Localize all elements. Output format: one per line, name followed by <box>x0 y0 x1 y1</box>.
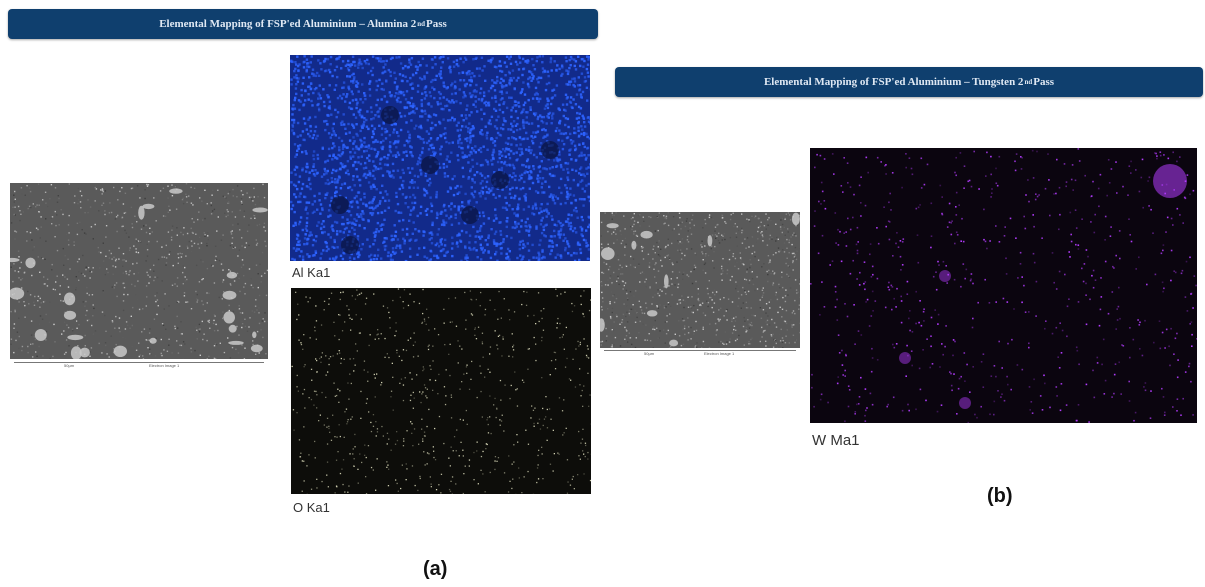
panel-a-o-caption: O Ka1 <box>293 500 330 515</box>
panel-b-title-sup: nd <box>1024 78 1033 86</box>
panel-a-image-label: Electron Image 1 <box>149 363 180 368</box>
panel-b-figure-label: (b) <box>987 485 1013 507</box>
panel-a-title-text: Elemental Mapping of FSP'ed Aluminium – … <box>159 18 417 30</box>
panel-a-al-map <box>290 55 590 261</box>
panel-b-title-suffix: Pass <box>1033 76 1055 88</box>
panel-b-image-label: Electron Image 1 <box>704 351 735 356</box>
panel-a-o-map <box>291 288 591 494</box>
panel-b-sem-image <box>600 212 800 348</box>
panel-b-title-text: Elemental Mapping of FSP'ed Aluminium – … <box>763 76 1024 88</box>
panel-a-title-suffix: Pass <box>426 18 447 30</box>
panel-b-w-map <box>810 148 1197 423</box>
panel-b-w-caption: W Ma1 <box>812 432 860 449</box>
panel-a-title-banner: Elemental Mapping of FSP'ed Aluminium – … <box>8 9 598 39</box>
panel-a-title-sup: nd <box>417 20 426 28</box>
panel-b-scale-label: 50µm <box>644 351 655 356</box>
panel-a-figure-label: (a) <box>423 558 448 580</box>
panel-a-scale-label: 50µm <box>64 363 75 368</box>
panel-a-sem-image <box>10 183 268 359</box>
panel-a-al-caption: Al Ka1 <box>292 265 331 280</box>
panel-b-title-banner: Elemental Mapping of FSP'ed Aluminium – … <box>615 67 1203 97</box>
